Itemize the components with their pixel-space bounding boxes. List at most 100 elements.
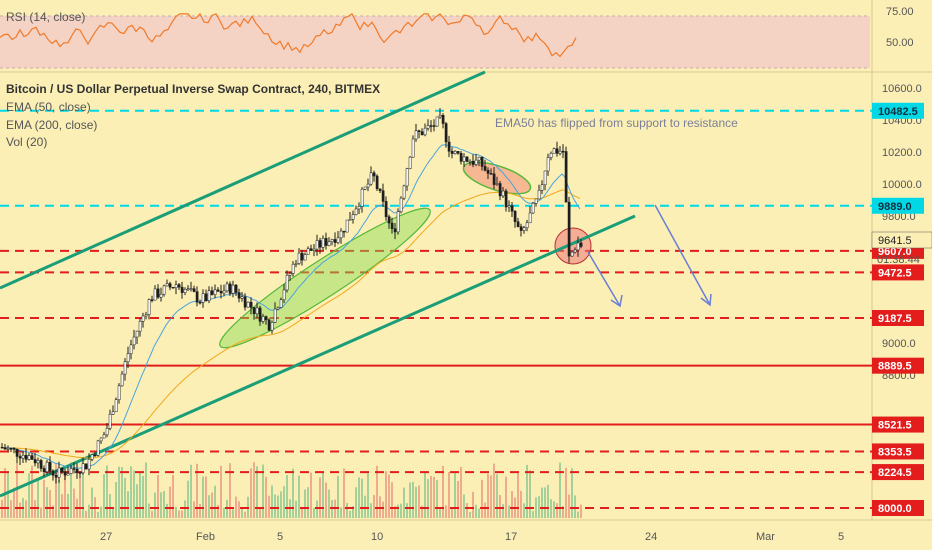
candle-body: [546, 157, 550, 172]
candle-body: [408, 156, 412, 169]
volume-bar: [325, 482, 327, 518]
volume-bar: [241, 507, 243, 518]
price-tag-0: 10482.5: [878, 106, 918, 118]
candle-body: [246, 301, 250, 308]
volume-bar: [319, 477, 321, 518]
candle-body: [447, 141, 451, 152]
candle-body: [297, 252, 301, 264]
candle-body: [303, 254, 307, 261]
price-tag-bg-8: [872, 464, 924, 481]
candle-body: [69, 468, 73, 474]
candle-body: [186, 288, 190, 290]
candle-body: [468, 160, 472, 163]
volume-bar: [112, 508, 114, 518]
candle-body: [78, 472, 82, 474]
candle-body: [216, 289, 220, 292]
volume-bar: [406, 503, 408, 518]
volume-bar: [553, 501, 555, 518]
candle-body: [498, 183, 502, 197]
candle-body: [273, 308, 277, 323]
candle-body: [420, 131, 424, 136]
volume-bar: [115, 481, 117, 518]
volume-bar: [580, 504, 582, 518]
candle-body: [252, 307, 256, 314]
candle-body: [81, 463, 85, 474]
volume-bar: [163, 491, 165, 518]
candle-body: [231, 284, 235, 294]
volume-bar: [565, 467, 567, 518]
volume-bar: [52, 505, 54, 518]
candle-body: [387, 216, 391, 224]
candle-body: [75, 468, 79, 473]
volume-bar: [343, 468, 345, 518]
price-tag-5: 8889.5: [878, 361, 912, 373]
volume-bar: [442, 466, 444, 518]
candle-body: [189, 288, 193, 290]
x-tick-mar5: 5: [838, 531, 844, 543]
candle-body: [105, 428, 109, 436]
candle-body: [300, 252, 304, 261]
candle-body: [480, 156, 484, 167]
volume-bar: [73, 488, 75, 518]
candle-body: [327, 241, 331, 246]
volume-bar: [220, 465, 222, 518]
candle-body: [270, 322, 274, 331]
volume-bar: [166, 503, 168, 518]
volume-bar: [382, 501, 384, 518]
candle-body: [129, 344, 133, 354]
candle-body: [9, 448, 13, 450]
x-tick-27: 27: [100, 531, 112, 543]
candle-body: [549, 152, 553, 158]
candle-body: [483, 166, 487, 171]
volume-bar: [490, 475, 492, 518]
volume-bar: [559, 462, 561, 518]
candle-body: [396, 211, 400, 233]
candle-body: [471, 160, 475, 165]
volume-bar: [244, 511, 246, 518]
volume-bar: [238, 501, 240, 518]
volume-bar: [499, 494, 501, 518]
candle-body: [531, 203, 535, 214]
volume-bar: [487, 473, 489, 518]
candle-body: [18, 456, 22, 459]
volume-bar: [301, 508, 303, 518]
candle-body: [156, 288, 160, 298]
candle-body: [33, 459, 37, 464]
candle-body: [372, 172, 376, 177]
candle-body: [225, 283, 229, 292]
candle-body: [462, 156, 466, 162]
candle-body: [528, 212, 532, 224]
volume-bar: [151, 510, 153, 518]
volume-bar: [235, 496, 237, 518]
candle-body: [90, 454, 94, 460]
price-tag-1: 9889.0: [878, 201, 912, 213]
rsi-pane: RSI (14, close) 75.00 50.00: [0, 6, 914, 69]
candle-body: [576, 242, 580, 251]
candle-body: [540, 184, 544, 191]
volume-bar: [190, 464, 192, 518]
candle-body: [306, 248, 310, 255]
candle-body: [414, 130, 418, 140]
volume-bar: [109, 494, 111, 518]
volume-bar: [541, 487, 543, 518]
price-tag-6: 8521.5: [878, 420, 912, 432]
candle-body: [282, 289, 286, 301]
volume-bar: [550, 499, 552, 518]
price-tag-bg-9: [872, 500, 924, 516]
volume-bar: [262, 464, 264, 518]
volume-bar: [418, 485, 420, 518]
volume-bar: [475, 504, 477, 518]
candle-body: [435, 116, 439, 127]
candle-body: [267, 319, 271, 331]
candle-body: [117, 385, 121, 400]
breakdown-circle: [554, 227, 592, 265]
price-tag-3: 9472.5: [878, 267, 912, 279]
candle-body: [426, 125, 430, 129]
candle-body: [402, 185, 406, 199]
candle-body: [450, 151, 454, 154]
volume-bar: [415, 486, 417, 518]
candle-body: [102, 434, 106, 439]
volume-bar: [529, 470, 531, 518]
candle-body: [444, 123, 448, 143]
